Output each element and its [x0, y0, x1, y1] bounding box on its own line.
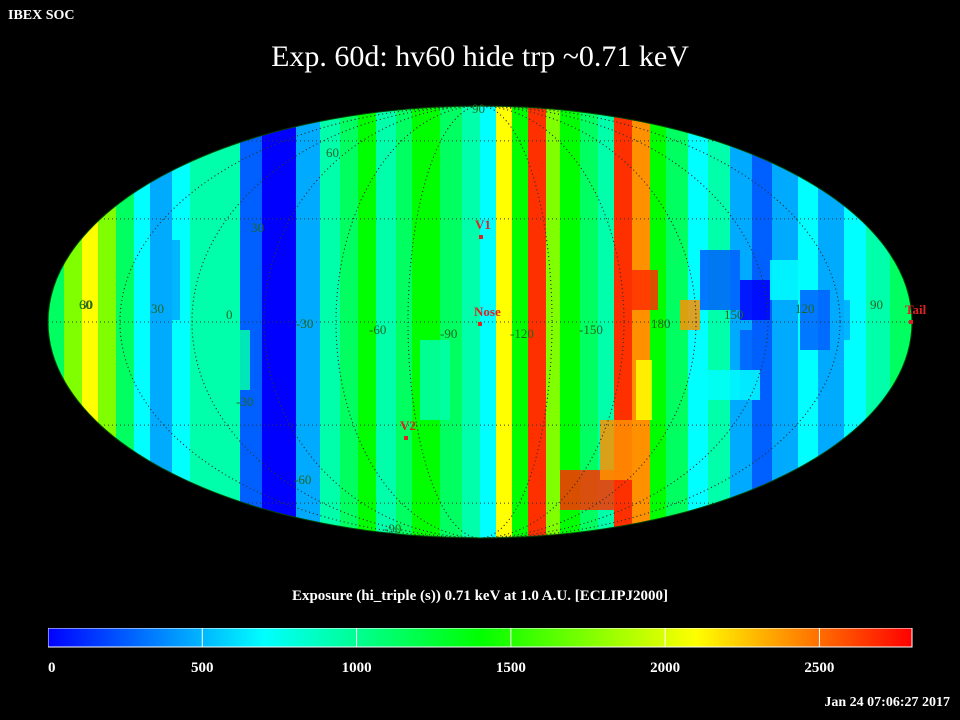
exposure-strip — [708, 106, 731, 538]
exposure-strip — [580, 106, 599, 538]
exposure-patch — [628, 270, 658, 310]
exposure-strip — [116, 106, 135, 538]
markers: V1 Nose V2 Tail — [400, 217, 927, 440]
exposure-strip — [320, 106, 341, 538]
timestamp: Jan 24 07:06:27 2017 — [824, 695, 950, 710]
longitude-label: 30 — [151, 301, 164, 316]
latitude-label: 30 — [80, 297, 93, 312]
colorbar-tick-label: 1500 — [496, 660, 526, 676]
exposure-strip — [190, 106, 213, 538]
exposure-patch — [600, 420, 640, 480]
nose-marker — [478, 322, 482, 326]
latitude-label: -60 — [294, 472, 311, 487]
exposure-strip — [340, 106, 359, 538]
meridian-line — [263, 106, 697, 538]
exposure-patch — [420, 340, 450, 420]
exposure-patch — [800, 290, 830, 350]
exposure-strips — [48, 106, 912, 538]
exposure-patch — [830, 300, 850, 340]
exposure-strip — [64, 106, 83, 538]
exposure-patch — [700, 370, 760, 400]
latitude-label: 90 — [472, 101, 485, 116]
v2-marker — [404, 436, 408, 440]
exposure-patch — [770, 260, 800, 300]
exposure-patch — [680, 300, 700, 330]
colorbar: 0 500 1000 1500 2000 2500 — [48, 628, 913, 676]
exposure-strip — [560, 106, 581, 538]
exposure-strip — [440, 106, 463, 538]
v2-label: V2 — [400, 418, 416, 433]
colorbar-tick-label: 0 — [48, 660, 56, 676]
exposure-strip — [462, 106, 481, 538]
v1-label: V1 — [475, 217, 491, 232]
tail-marker — [909, 320, 913, 324]
exposure-strip — [752, 106, 773, 538]
exposure-strip — [134, 106, 151, 538]
exposure-patch — [150, 240, 180, 320]
meridian-line — [335, 106, 625, 538]
exposure-patch — [740, 280, 770, 320]
meridian-line — [119, 106, 841, 538]
longitude-label: -60 — [369, 322, 386, 337]
exposure-strip — [358, 106, 377, 538]
exposure-strip — [666, 106, 689, 538]
longitude-label: 60 — [79, 297, 92, 312]
longitude-label: 180 — [651, 316, 671, 331]
exposure-strip — [262, 106, 297, 538]
colorbar-gradient — [48, 628, 913, 648]
latitude-label: -90 — [384, 521, 401, 536]
exposure-strip — [730, 106, 753, 538]
exposure-patch — [220, 330, 250, 390]
exposure-strip — [866, 106, 891, 538]
org-label: IBEX SOC — [8, 8, 75, 23]
longitude-label: 0 — [226, 307, 233, 322]
exposure-strip — [772, 106, 799, 538]
exposure-patch — [636, 360, 652, 420]
longitude-label: 120 — [795, 301, 815, 316]
exposure-strip — [528, 106, 547, 538]
v1-marker — [479, 235, 483, 239]
exposure-strip — [150, 106, 173, 538]
colorbar-tick-label: 500 — [191, 660, 214, 676]
nose-label: Nose — [474, 304, 501, 319]
exposure-strip — [240, 106, 263, 538]
exposure-strip — [650, 106, 667, 538]
longitude-label: -30 — [296, 316, 313, 331]
longitude-label: -90 — [440, 326, 457, 341]
exposure-strip — [172, 106, 191, 538]
latitude-label: -30 — [236, 394, 253, 409]
longitude-label: -120 — [510, 326, 534, 341]
map-title: Exp. 60d: hv60 hide trp ~0.71 keV — [271, 40, 689, 73]
colorbar-label: Exposure (hi_triple (s)) 0.71 keV at 1.0… — [291, 588, 669, 604]
tail-label: Tail — [905, 302, 927, 317]
longitude-label: 150 — [724, 307, 744, 322]
longitude-label: -150 — [579, 322, 603, 337]
longitude-label: 90 — [870, 297, 883, 312]
exposure-patch — [700, 250, 740, 310]
colorbar-tick-label: 2000 — [650, 660, 680, 676]
meridian-line — [191, 106, 769, 538]
colorbar-tick-label: 2500 — [804, 660, 834, 676]
latitude-label: 30 — [251, 220, 264, 235]
meridian-line — [407, 106, 553, 538]
latitude-label: 60 — [326, 145, 339, 160]
colorbar-tick-label: 1000 — [342, 660, 372, 676]
exposure-strip — [376, 106, 397, 538]
exposure-strip — [546, 106, 561, 538]
